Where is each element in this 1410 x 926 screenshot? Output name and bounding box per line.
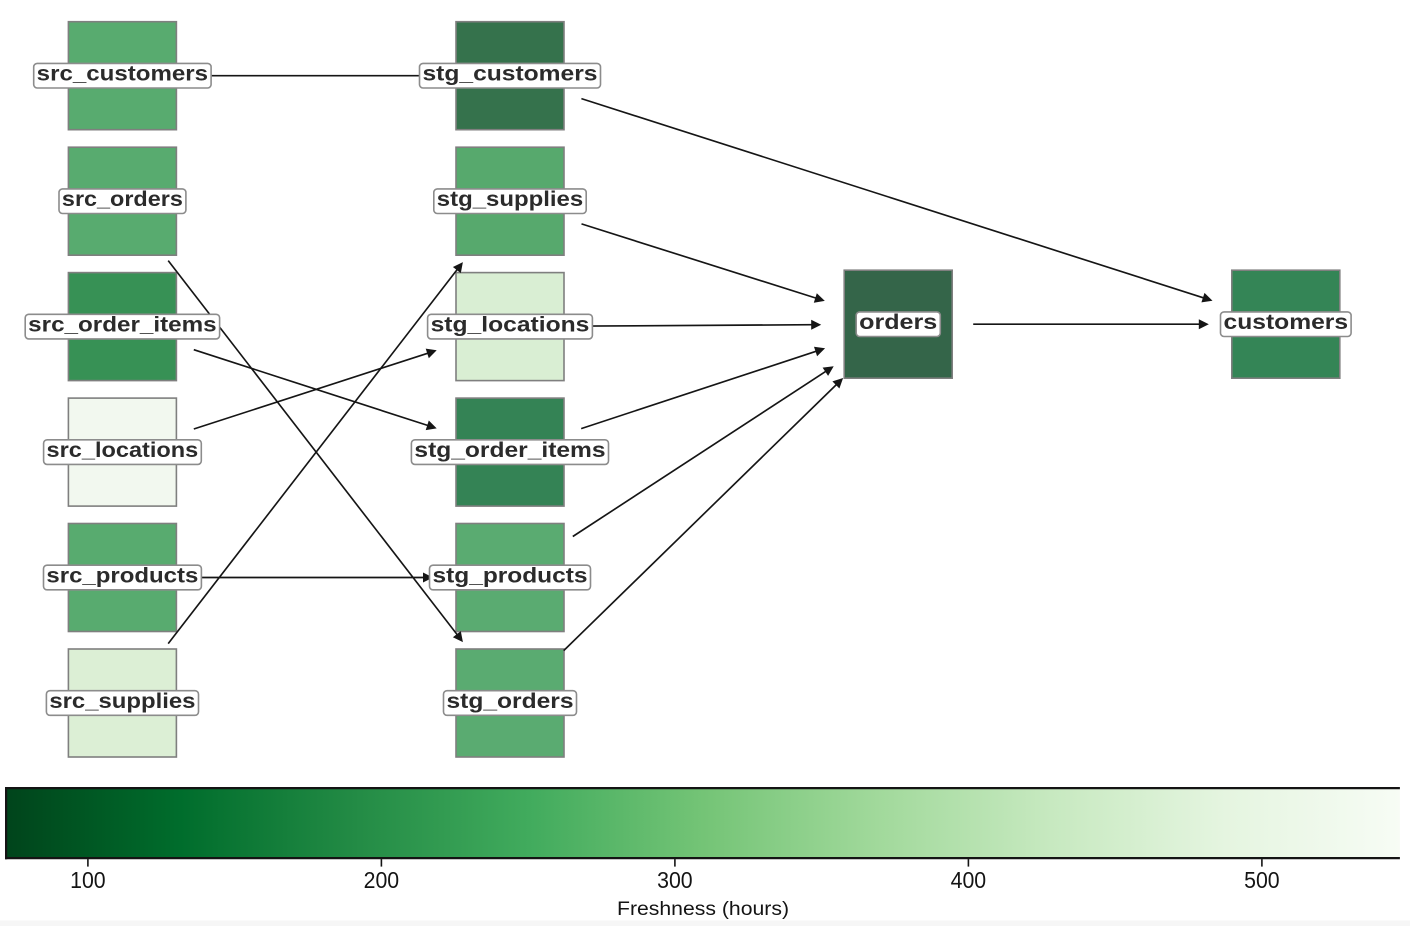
svg-text:stg_orders: stg_orders	[447, 690, 574, 713]
svg-text:stg_order_items: stg_order_items	[414, 439, 605, 462]
svg-text:src_supplies: src_supplies	[49, 690, 195, 713]
svg-text:src_products: src_products	[46, 564, 198, 587]
svg-text:stg_customers: stg_customers	[423, 63, 598, 86]
svg-text:200: 200	[364, 867, 400, 893]
svg-text:stg_supplies: stg_supplies	[437, 188, 583, 211]
svg-text:src_customers: src_customers	[37, 63, 208, 86]
svg-text:stg_locations: stg_locations	[431, 314, 590, 337]
svg-text:stg_products: stg_products	[433, 564, 588, 587]
svg-text:customers: customers	[1224, 311, 1349, 334]
svg-text:orders: orders	[859, 311, 937, 334]
svg-text:100: 100	[70, 867, 106, 893]
svg-text:400: 400	[951, 867, 987, 893]
svg-text:src_order_items: src_order_items	[28, 314, 216, 337]
svg-text:src_locations: src_locations	[47, 439, 199, 462]
svg-text:src_orders: src_orders	[62, 188, 183, 211]
svg-text:500: 500	[1244, 867, 1280, 893]
svg-text:300: 300	[657, 867, 693, 893]
svg-text:Freshness (hours): Freshness (hours)	[617, 898, 789, 920]
